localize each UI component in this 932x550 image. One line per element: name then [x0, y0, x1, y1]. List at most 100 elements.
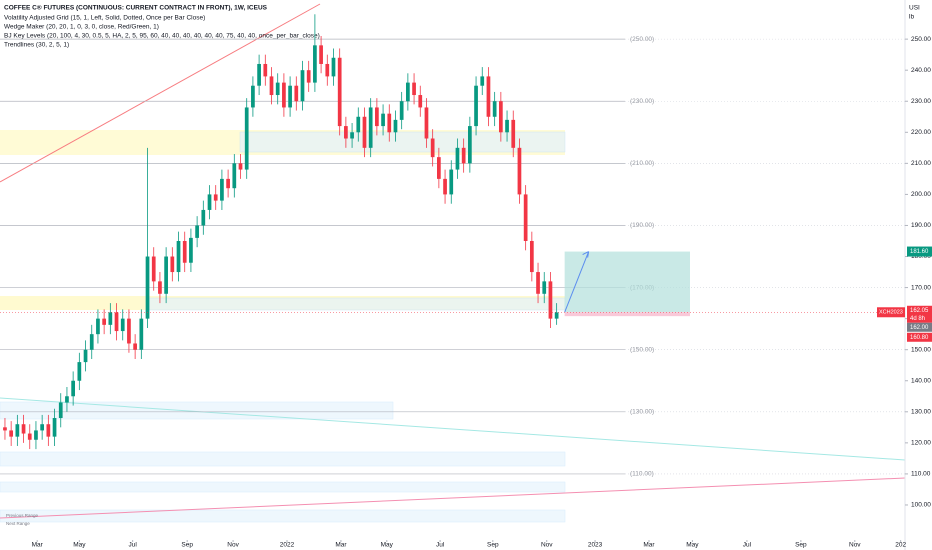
price-tag-label: 162.05 — [910, 308, 929, 314]
candle-body — [387, 113, 392, 133]
candle-body — [399, 101, 404, 120]
candle-body — [207, 194, 212, 210]
candle-body — [517, 147, 522, 195]
x-tick-label: Jul — [743, 542, 752, 549]
candle-body — [9, 430, 14, 437]
candle-body — [554, 312, 559, 319]
candle-body — [220, 178, 224, 201]
candle-body — [127, 318, 131, 344]
currency: USI — [909, 5, 920, 12]
candle-body — [269, 76, 274, 96]
candle-body — [251, 85, 255, 108]
candle-body — [449, 169, 454, 195]
candle-body — [300, 70, 305, 102]
candle-body — [195, 225, 199, 238]
target-tag-label: 181.60 — [910, 249, 929, 255]
candle-body — [393, 119, 398, 133]
trendline — [0, 3, 321, 183]
symbol-tag-label: XCH2023 — [879, 310, 903, 316]
candle-body — [511, 119, 516, 148]
y-tick-label: 200.00 — [911, 191, 931, 198]
candle-body — [133, 343, 137, 350]
x-tick-label: Sep — [181, 542, 193, 549]
candle-body — [238, 163, 243, 170]
candle-body — [306, 70, 311, 83]
candle-body — [523, 194, 528, 241]
candle-body — [226, 178, 230, 189]
candle-body — [337, 57, 342, 127]
level-label: (110.00) — [630, 471, 654, 478]
candle-body — [176, 240, 181, 273]
x-tick-label: Mar — [643, 542, 655, 549]
indicator: Trendlines (30, 2, 5, 1) — [4, 42, 69, 49]
candle-body — [96, 318, 100, 335]
candle-body — [89, 334, 94, 350]
zone — [147, 297, 566, 311]
candle-body — [406, 82, 410, 102]
x-tick-label: Sep — [487, 542, 499, 549]
candle-body — [164, 256, 168, 294]
y-tick-label: 130.00 — [911, 409, 931, 416]
price-tag-label: 160.80 — [910, 335, 929, 341]
x-tick-label: Nov — [541, 542, 553, 549]
candle-body — [282, 82, 286, 108]
candle-body — [368, 107, 373, 148]
candle-body — [498, 101, 503, 133]
candle-body — [114, 312, 119, 332]
candle-body — [474, 85, 478, 127]
candle-body — [418, 95, 423, 108]
level-label: (130.00) — [630, 409, 654, 416]
zone — [0, 401, 394, 420]
candle-body — [182, 240, 187, 263]
candle-body — [492, 101, 497, 117]
y-tick-label: 190.00 — [911, 222, 931, 229]
candle-body — [356, 116, 361, 133]
candle-body — [548, 281, 553, 319]
x-tick-label: 2023 — [588, 542, 603, 549]
candle-body — [52, 418, 57, 437]
price-tag — [907, 313, 932, 323]
candle-body — [189, 237, 193, 263]
y-tick-label: 210.00 — [911, 160, 931, 167]
candle-body — [362, 116, 367, 148]
zone — [239, 131, 566, 153]
x-tick-label: Mar — [32, 542, 44, 549]
range-label: Next Range — [6, 521, 30, 526]
stop-zone — [564, 312, 690, 317]
candle-body — [77, 362, 82, 381]
price-tag-label: 4d 8h — [910, 316, 925, 322]
candle-body — [275, 82, 280, 96]
candle-body — [3, 427, 7, 431]
x-tick-label: May — [381, 542, 394, 549]
candle-body — [201, 209, 206, 226]
y-tick-label: 100.00 — [911, 502, 931, 509]
x-tick-label: Mar — [335, 542, 347, 549]
candle-body — [325, 63, 330, 77]
candle-body — [288, 85, 292, 108]
candle-body — [331, 57, 336, 77]
candle-body — [151, 256, 156, 282]
candle-body — [71, 380, 76, 397]
level-label: (230.00) — [630, 98, 654, 105]
candle-body — [412, 82, 416, 96]
candle-body — [65, 396, 69, 403]
candle-body — [344, 126, 348, 139]
level-label: (210.00) — [630, 160, 654, 167]
candle-body — [313, 45, 317, 83]
y-tick-label: 170.00 — [911, 284, 931, 291]
arrow — [564, 251, 590, 313]
y-tick-label: 120.00 — [911, 440, 931, 447]
x-tick-label: Nov — [227, 542, 239, 549]
candle-body — [375, 107, 379, 127]
y-tick-label: 150.00 — [911, 346, 931, 353]
candle-body — [257, 63, 261, 86]
candle-body — [263, 63, 268, 77]
x-tick-label: Jul — [128, 542, 137, 549]
candle-body — [430, 138, 435, 158]
candle-body — [145, 256, 150, 319]
candle-body — [505, 119, 509, 133]
candle-body — [381, 113, 385, 127]
x-tick-label: May — [73, 542, 86, 549]
candle-body — [213, 194, 218, 201]
x-tick-label: 202 — [895, 542, 906, 549]
